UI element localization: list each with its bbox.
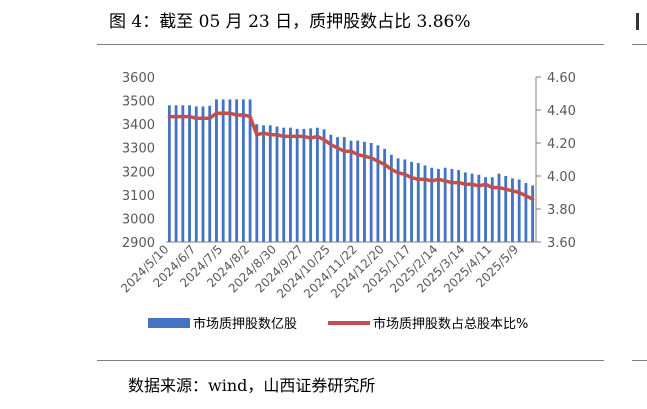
y-left-tick-label: 3200	[122, 165, 155, 180]
bar	[295, 128, 299, 242]
bar	[322, 129, 326, 242]
legend: 市场质押股数亿股 市场质押股数占总股本比%	[148, 316, 528, 332]
bar	[524, 183, 528, 242]
y-right-tick-label: 3.80	[547, 203, 576, 218]
bar	[531, 185, 535, 242]
title-underline	[97, 44, 604, 45]
bar	[188, 105, 191, 243]
bar	[497, 173, 501, 242]
legend-swatch-bar	[148, 318, 190, 328]
bar	[215, 99, 218, 243]
bar	[403, 159, 407, 242]
next-figure-underline	[632, 44, 647, 45]
y-right-tick-label: 3.60	[547, 236, 576, 251]
bar	[336, 137, 339, 242]
y-left-tick-label: 3100	[122, 189, 155, 204]
bar	[437, 168, 440, 242]
bar	[275, 126, 279, 242]
bar	[383, 148, 387, 242]
bar	[201, 106, 205, 242]
bar	[443, 167, 447, 242]
bar	[376, 145, 380, 242]
y-right-tick-label: 4.00	[547, 170, 576, 185]
bar	[228, 99, 232, 243]
bar	[302, 128, 306, 242]
y-left-axis: 2900 3000 3100 3200 3300 3400 3500 3600	[122, 71, 155, 251]
bar	[174, 105, 178, 243]
bar	[235, 99, 239, 243]
y-left-tick-label: 3300	[122, 142, 155, 157]
bar	[416, 163, 420, 242]
source-separator	[97, 360, 604, 361]
bar	[410, 161, 413, 242]
bar	[262, 125, 265, 242]
bar	[396, 158, 400, 242]
bar	[490, 177, 494, 242]
bar	[470, 173, 474, 242]
bar-series	[167, 99, 535, 243]
bar	[389, 154, 393, 242]
y-left-tick-label: 3500	[122, 95, 155, 110]
bar	[517, 179, 521, 242]
bar	[477, 174, 481, 242]
y-left-tick-label: 3600	[122, 71, 155, 86]
next-figure-edge	[636, 13, 639, 30]
y-right-tick-label: 4.20	[547, 137, 576, 152]
bar	[167, 105, 171, 243]
bar	[255, 124, 259, 242]
bar	[484, 177, 487, 242]
bar	[356, 140, 360, 242]
y-left-tick-label: 2900	[122, 236, 155, 251]
bar	[221, 99, 225, 243]
bar	[463, 172, 467, 242]
bar	[181, 105, 185, 243]
bar	[208, 105, 212, 242]
y-left-tick-label: 3400	[122, 118, 155, 133]
bar	[315, 127, 319, 242]
bar	[241, 99, 245, 243]
bar	[457, 170, 461, 242]
bar	[430, 167, 434, 242]
source-note: 数据来源：wind，山西证券研究所	[128, 376, 376, 395]
bar	[289, 127, 292, 242]
legend-label-bar: 市场质押股数亿股	[193, 316, 297, 332]
bar	[329, 134, 333, 242]
bar	[309, 128, 313, 242]
bar	[363, 141, 366, 242]
bar	[268, 125, 272, 242]
bar	[194, 106, 198, 242]
bar	[282, 127, 286, 242]
bar	[349, 140, 353, 242]
y-right-tick-label: 4.60	[547, 71, 576, 86]
series-line	[167, 111, 535, 201]
line-series	[167, 111, 535, 201]
bar	[450, 168, 454, 242]
bar	[511, 178, 514, 242]
next-figure-separator	[632, 360, 647, 361]
bar	[423, 165, 427, 242]
y-right-axis: 3.60 3.80 4.00 4.20 4.40 4.60	[535, 71, 576, 251]
bar	[342, 137, 346, 242]
bar	[369, 143, 373, 242]
legend-label-line: 市场质押股数占总股本比%	[373, 316, 528, 332]
bar	[248, 99, 252, 243]
bar	[504, 176, 508, 242]
figure-title: 图 4：截至 05 月 23 日，质押股数占比 3.86%	[109, 12, 471, 32]
y-left-tick-label: 3000	[122, 212, 155, 227]
y-right-tick-label: 4.40	[547, 104, 576, 119]
x-axis: 2024/5/102024/6/72024/7/52024/8/22024/8/…	[118, 241, 536, 301]
